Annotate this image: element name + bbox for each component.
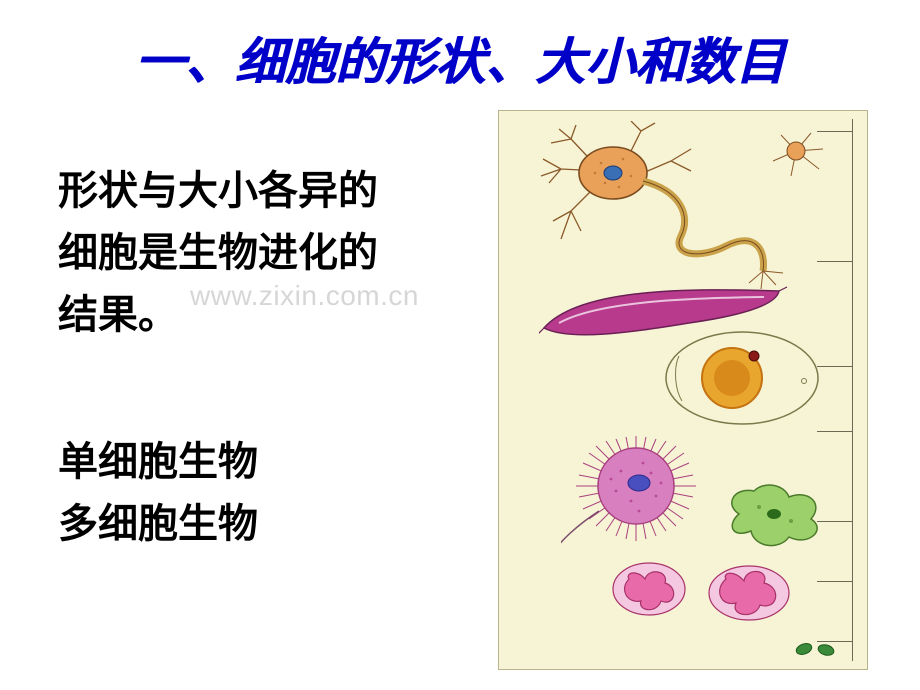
scale-tick xyxy=(817,581,853,582)
egg-cell-icon xyxy=(654,326,824,431)
paragraph-1-line-2: 细胞是生物进化的 xyxy=(58,222,488,284)
paragraph-2-line-1: 单细胞生物 xyxy=(58,431,488,493)
neuron-cell-icon xyxy=(531,121,831,291)
scale-tick xyxy=(817,431,853,432)
content-row: 形状与大小各异的 细胞是生物进化的 结果。 单细胞生物 多细胞生物 xyxy=(0,120,920,555)
neutrophil-cell-icon xyxy=(609,559,689,619)
figure-column xyxy=(488,120,868,555)
slide-title: 一、细胞的形状、大小和数目 xyxy=(0,0,920,120)
paragraph-1-line-1: 形状与大小各异的 xyxy=(58,160,488,222)
paragraph-2: 单细胞生物 多细胞生物 xyxy=(58,431,488,555)
text-column: 形状与大小各异的 细胞是生物进化的 结果。 单细胞生物 多细胞生物 xyxy=(58,120,488,555)
amoeba-cell-icon xyxy=(719,479,829,549)
paragraph-1: 形状与大小各异的 细胞是生物进化的 结果。 xyxy=(58,160,488,346)
scale-axis xyxy=(852,119,853,661)
cell-size-figure xyxy=(498,110,868,670)
bacteria-cell-icon xyxy=(794,639,838,659)
neutrophil-cell-icon xyxy=(704,561,794,624)
paragraph-2-line-2: 多细胞生物 xyxy=(58,493,488,555)
watermark-text: www.zixin.com.cn xyxy=(190,280,419,312)
granulocyte-cell-icon xyxy=(561,431,711,551)
